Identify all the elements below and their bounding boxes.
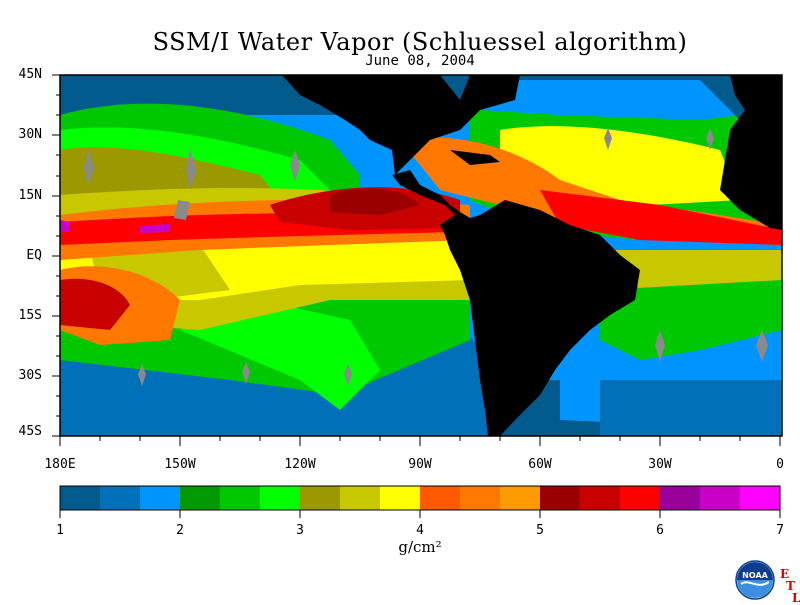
colorbar-cell [60,486,101,510]
lon-label: 90W [408,457,432,472]
field-green-south-atlantic [600,280,782,360]
land-masses [282,75,782,436]
etl-letter: L [792,591,800,605]
noaa-logo-text: NOAA [742,571,768,580]
field-darkred-core [330,188,420,215]
field-red-sw [60,278,130,330]
colorbar-cell [460,486,501,510]
colorbar-cell [420,486,461,510]
colorbar-cell [620,486,661,510]
field-magenta-spot [60,220,70,232]
colorbar-cell [580,486,621,510]
colorbar-tick-label: 1 [56,523,64,538]
lat-label: 15N [18,188,42,203]
colorbar-tick-label: 2 [176,523,184,538]
colorbar-cell [380,486,421,510]
lat-label: 15S [18,308,42,323]
colorbar-cell [540,486,581,510]
colorbar-tick-label: 7 [776,523,784,538]
lat-label: EQ [26,248,42,263]
colorbar-ticks [59,510,781,518]
etl-logo: E T L [780,568,800,604]
lat-label: 45N [18,67,42,82]
colorbar-tick-label: 4 [416,523,424,538]
field-deep-south-atlantic [600,380,782,436]
lon-label: 0 [776,457,784,472]
lon-label: 150W [164,457,196,472]
colorbar-cell [500,486,541,510]
lon-label: 120W [284,457,316,472]
south-america-land [392,170,640,436]
etl-letter: E [780,567,790,581]
cuba-land [450,150,500,165]
etl-letter: T [786,579,795,593]
map-date: June 08, 2004 [365,53,475,69]
colorbar-tick-label: 6 [656,523,664,538]
vapor-field [60,75,782,436]
colorbar-cell [660,486,701,510]
lon-label: 30W [648,457,672,472]
africa-europe-land [720,75,782,230]
noaa-logo: NOAA [735,560,775,600]
field-red-atlantic-itcz [540,190,782,245]
colorbar-cell [300,486,341,510]
colorbar-cell [100,486,141,510]
north-america-land [282,75,520,175]
colorbar-cell [180,486,221,510]
colorbar-cell [740,486,781,510]
axis-ticks [52,74,781,446]
lat-label: 30N [18,127,42,142]
lon-label: 180E [44,457,76,472]
colorbar [60,486,781,510]
colorbar-cell [700,486,741,510]
colorbar-tick-label: 5 [536,523,544,538]
lat-label: 30S [18,368,42,383]
missing-data-swaths [84,128,768,386]
colorbar-unit: g/cm² [398,538,442,556]
field-bright-green-south [180,300,380,410]
colorbar-cell [220,486,261,510]
field-blue-atlantic-north [480,80,782,120]
field-magenta-spot-2 [140,224,170,233]
colorbar-cell [260,486,301,510]
lon-label: 60W [528,457,552,472]
lat-label: 45S [18,424,42,439]
map-title: SSM/I Water Vapor (Schluessel algorithm) [152,28,688,56]
colorbar-cell [140,486,181,510]
colorbar-cell [340,486,381,510]
colorbar-tick-label: 3 [296,523,304,538]
